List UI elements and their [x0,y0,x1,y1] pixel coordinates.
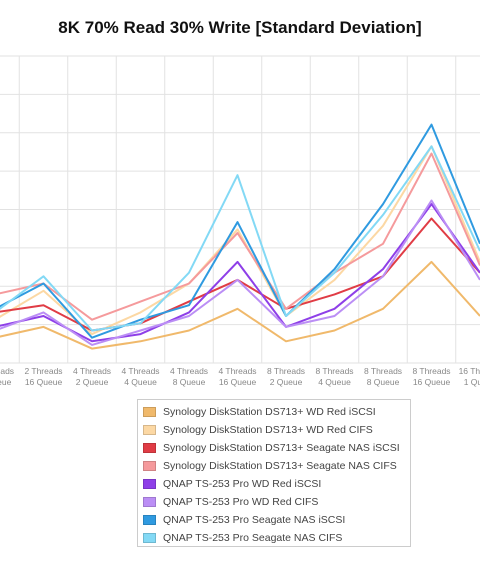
x-tick-label: 8 Threads 4 Queue [315,366,353,387]
legend-label: QNAP TS-253 Pro Seagate NAS iSCSI [163,514,346,526]
series-lines [0,123,480,350]
legend-label: Synology DiskStation DS713+ Seagate NAS … [163,442,400,454]
x-tick-label: 4 Threads 4 Queue [121,366,159,387]
legend-swatch [143,497,156,507]
x-tick-label: 8 Threads 16 Queue [412,366,450,387]
legend-label: Synology DiskStation DS713+ WD Red iSCSI [163,406,376,418]
series-line-7 [0,145,480,332]
x-tick-label: 8 Threads 8 Queue [364,366,402,387]
legend: Synology DiskStation DS713+ WD Red iSCSI… [137,399,411,547]
series-line-5 [0,199,480,346]
legend-item[interactable]: Synology DiskStation DS713+ Seagate NAS … [143,457,410,475]
series-line-0 [0,260,480,350]
legend-item[interactable]: QNAP TS-253 Pro Seagate NAS iSCSI [143,511,410,529]
legend-item[interactable]: Synology DiskStation DS713+ Seagate NAS … [143,439,410,457]
legend-swatch [143,479,156,489]
legend-item[interactable]: QNAP TS-253 Pro WD Red CIFS [143,493,410,511]
legend-swatch [143,425,156,435]
legend-label: QNAP TS-253 Pro WD Red CIFS [163,496,319,508]
legend-swatch [143,443,156,453]
x-tick-label: 4 Threads 8 Queue [170,366,208,387]
series-line-3 [0,152,480,321]
x-tick-label: 4 Threads 2 Queue [73,366,111,387]
legend-item[interactable]: QNAP TS-253 Pro Seagate NAS CIFS [143,529,410,547]
legend-item[interactable]: Synology DiskStation DS713+ WD Red CIFS [143,421,410,439]
legend-swatch [143,533,156,543]
chart-title: 8K 70% Read 30% Write [Standard Deviatio… [58,18,422,37]
legend-item[interactable]: Synology DiskStation DS713+ WD Red iSCSI [143,403,410,421]
legend-swatch [143,461,156,471]
legend-label: QNAP TS-253 Pro WD Red iSCSI [163,478,322,490]
legend-item[interactable]: QNAP TS-253 Pro WD Red iSCSI [143,475,410,493]
legend-label: Synology DiskStation DS713+ WD Red CIFS [163,424,373,436]
series-line-6 [0,123,480,339]
legend-swatch [143,515,156,525]
x-tick-label: 2 Threads 16 Queue [24,366,62,387]
legend-label: Synology DiskStation DS713+ Seagate NAS … [163,460,397,472]
x-tick-label: 4 Threads 16 Queue [218,366,256,387]
legend-swatch [143,407,156,417]
legend-label: QNAP TS-253 Pro Seagate NAS CIFS [163,532,343,544]
x-tick-label: 8 Threads 2 Queue [267,366,305,387]
